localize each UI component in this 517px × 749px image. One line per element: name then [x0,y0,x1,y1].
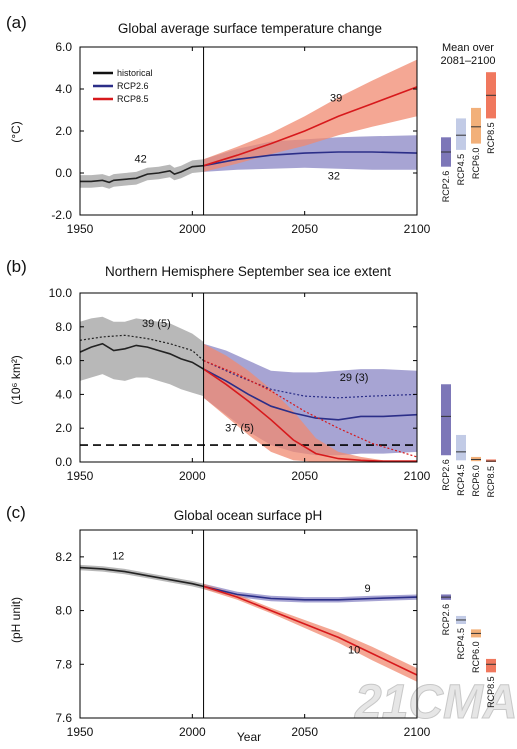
annotation-0: 42 [135,154,147,166]
mean-bar-label-2: RCP6.0 [471,148,481,180]
y-tick-label-0: 7.6 [55,711,72,725]
y-tick-label-2: 8.0 [55,604,72,618]
y-tick-label-4: 6.0 [55,40,72,54]
mean-bars-c: RCP2.6 RCP4.5 RCP6.0 RCP8.5 [441,594,496,708]
mean-bar-label-0: RCP2.6 [441,171,451,203]
panel-ocean-ph: (c) Global ocean surface pH (pH unit) 19… [6,503,496,739]
panel-label-c: (c) [6,503,26,522]
y-tick-label-1: 2.0 [55,421,72,435]
y-tick-label-1: 7.8 [55,657,72,671]
mean-bars-a: RCP2.6 RCP4.5 RCP6.0 RCP8.5 [441,72,496,202]
legend-label-historical: historical [117,68,153,78]
y-tick-label-0: 0.0 [55,455,72,469]
y-tick-label-5: 10.0 [49,286,73,300]
uncertainty-band-1 [203,583,417,603]
mean-bar-label-0: RCP2.6 [441,459,451,491]
x-tick-label-1: 2000 [179,222,206,236]
series-line-2 [203,368,418,421]
legend-label-rcp26: RCP2.6 [117,81,149,91]
x-tick-label-2: 2050 [291,222,318,236]
watermark: 21CMA [354,676,517,729]
mean-bar-1 [456,118,466,150]
plot-area-a: 1950 2000 2050 2100 -2.0 0.0 2.0 4.0 6.0 42 39 32 [51,40,430,236]
legend-label-rcp85: RCP8.5 [117,94,149,104]
uncertainty-band-0 [80,564,204,590]
mean-bar-label-3: RCP8.5 [486,676,496,708]
series-line-0 [79,342,205,370]
uncertainty-band-4 [203,343,417,462]
annotation-2: 37 (5) [225,423,254,435]
mean-bar-1 [456,434,466,461]
y-tick-label-3: 8.2 [55,550,72,564]
series-line-5 [203,360,418,458]
plot-frame [79,292,418,463]
y-tick-label-4: 8.0 [55,320,72,334]
plot-frame [79,529,418,719]
legend-a: historical RCP2.6 RCP8.5 [93,68,153,104]
panel-label-a: (a) [6,13,27,32]
series-line-1 [203,585,418,601]
y-tick-label-1: 0.0 [55,166,72,180]
series-line-2 [203,86,418,167]
mean-bar-label-3: RCP8.5 [486,466,496,498]
mean-bar-3 [486,658,496,673]
mean-header-line-1: Mean over [442,42,494,54]
y-tick-label-2: 4.0 [55,387,72,401]
annotation-1: 9 [365,583,371,595]
x-tick-label-0: 1950 [67,222,94,236]
mean-bar-label-2: RCP6.0 [471,465,481,497]
y-axis-label-a: (°C) [9,121,23,142]
panel-label-b: (b) [6,257,27,276]
y-tick-label-3: 6.0 [55,354,72,368]
x-tick-label-0: 1950 [67,725,94,739]
series-line-3 [203,360,418,399]
mean-bar-label-3: RCP8.5 [486,122,496,154]
mean-bar-label-1: RCP4.5 [456,628,466,660]
series-line-0 [79,566,204,588]
series-line-1 [203,151,418,167]
annotation-1: 29 (3) [340,372,369,384]
y-tick-label-0: -2.0 [51,208,72,222]
y-tick-label-3: 4.0 [55,82,72,96]
annotation-0: 39 (5) [142,318,171,330]
uncertainty-band-2 [203,59,417,172]
annotation-2: 32 [328,170,340,182]
series-line-0 [80,164,204,184]
x-tick-label-3: 2100 [404,469,431,483]
mean-bar-0 [441,384,451,456]
y-tick-label-2: 2.0 [55,124,72,138]
x-tick-label-2: 2050 [291,725,318,739]
series-line-2 [203,585,418,676]
x-tick-label-0: 1950 [67,469,94,483]
panel-title-a: Global average surface temperature chang… [118,21,382,36]
y-axis-label-b: (10⁶ km²) [9,355,23,405]
mean-header-line-2: 2081–2100 [440,55,495,67]
mean-bar-label-0: RCP2.6 [441,604,451,636]
panel-temperature: (a) Global average surface temperature c… [6,13,496,236]
series-line-4 [203,368,417,463]
y-axis-label-c: (pH unit) [9,597,23,643]
annotation-0: 12 [112,551,124,563]
mean-bars-b: RCP2.6 RCP4.5 RCP6.0 RCP8.5 [441,384,496,498]
mean-bar-label-2: RCP6.0 [471,641,481,673]
plot-area-c: 1950 2000 2050 2100 7.6 7.8 8.0 8.2 12 9 10 [55,529,431,739]
panel-title-b: Northern Hemisphere September sea ice ex… [105,264,391,279]
x-tick-label-1: 2000 [179,469,206,483]
panel-title-c: Global ocean surface pH [174,508,323,523]
mean-bar-label-1: RCP4.5 [456,464,466,496]
annotation-2: 10 [348,645,360,657]
mean-bar-label-1: RCP4.5 [456,154,466,186]
x-tick-label-1: 2000 [179,725,206,739]
plot-area-b: 1950 2000 2050 2100 0.0 2.0 4.0 6.0 8.0 10.0 39 (5… [49,286,431,483]
x-tick-label-3: 2100 [404,222,431,236]
x-tick-label-2: 2050 [291,469,318,483]
annotation-1: 39 [330,93,342,105]
panel-sea-ice: (b) Northern Hemisphere September sea ic… [6,257,496,498]
x-tick-label-3: 2100 [404,725,431,739]
mean-bar-2 [471,107,481,144]
x-axis-title: Year [237,730,261,744]
uncertainty-band-0 [80,316,204,397]
